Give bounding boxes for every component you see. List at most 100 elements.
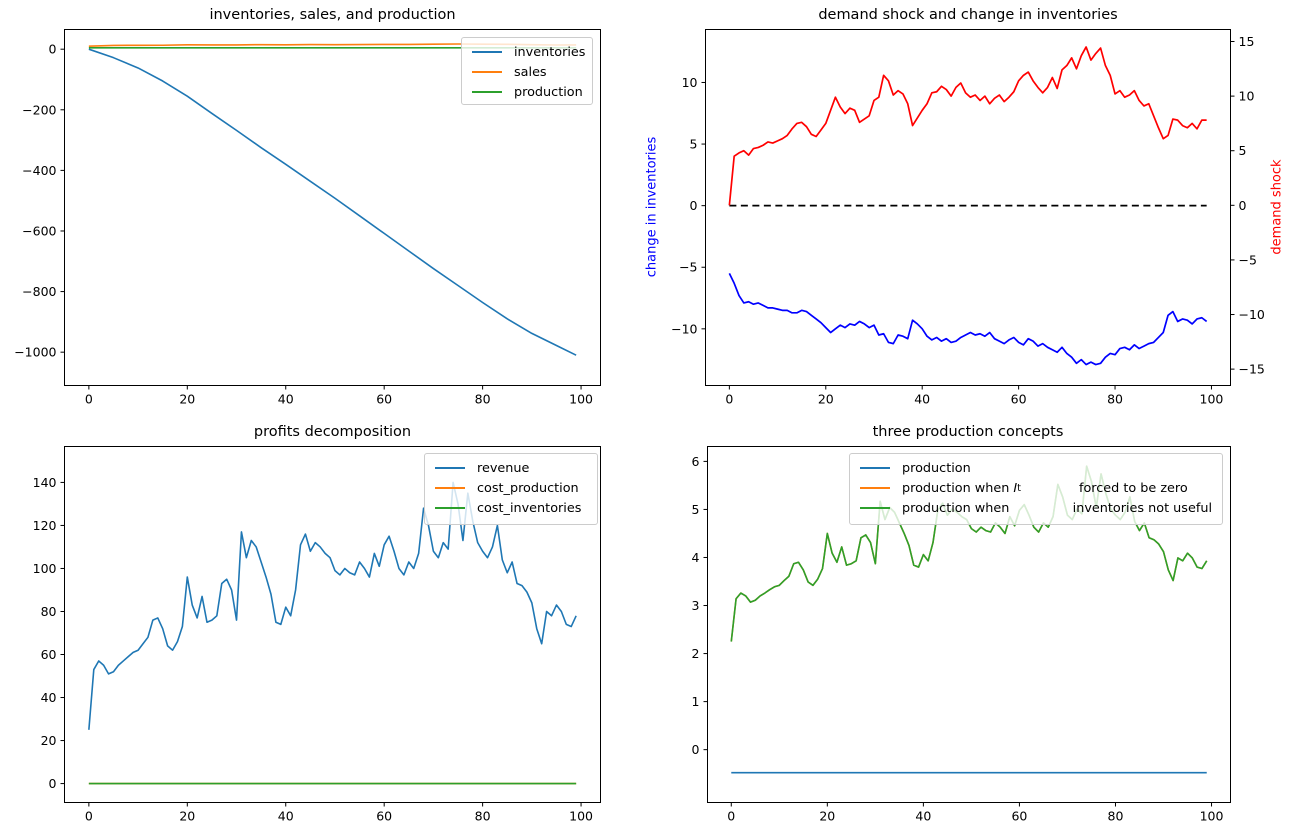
legend-line-swatch	[435, 466, 465, 470]
y-tick-label: 100	[33, 561, 57, 576]
x-tick-label: 0	[85, 392, 93, 407]
legend-label-segment	[1021, 488, 1079, 489]
x-tick-label: 20	[819, 809, 835, 824]
legend-line-swatch	[472, 50, 502, 54]
legend-item: inventories	[472, 42, 586, 62]
y-tick-right-label: −10	[1239, 307, 1265, 322]
x-tick-label: 0	[727, 809, 735, 824]
legend-label-segment	[1009, 508, 1072, 509]
x-tick-label: 100	[1200, 809, 1224, 824]
y-tick-label: 0	[690, 198, 698, 213]
legend-line-swatch	[860, 486, 890, 490]
x-tick-label: 0	[85, 809, 93, 824]
series-inventories	[88, 48, 577, 356]
x-tick-label: 40	[914, 392, 930, 407]
x-tick-label: 80	[475, 809, 491, 824]
legend-item: production	[472, 82, 583, 102]
legend-label-segment: production when	[902, 500, 1010, 516]
y-tick-label: 4	[692, 550, 700, 565]
axes-frame	[64, 446, 601, 803]
legend-label-segment: forced to be zero	[1078, 480, 1188, 496]
legend-label-segment: inventories not useful	[1072, 500, 1212, 516]
axes-frame	[64, 29, 601, 386]
y-tick-label: 6	[692, 454, 700, 469]
legend-line-swatch	[860, 506, 890, 510]
series-change-in-inventories	[728, 273, 1208, 366]
y-tick-label: 3	[692, 598, 700, 613]
x-tick-label: 20	[818, 392, 834, 407]
y-tick-label: 0	[692, 742, 700, 757]
y-tick-right-label: 0	[1239, 198, 1247, 213]
legend-label-segment: t	[1017, 482, 1021, 494]
legend-item: production when inventories not useful	[860, 498, 1212, 518]
y-tick-right-label: 10	[1239, 89, 1255, 104]
y-tick-label: −1000	[14, 345, 56, 360]
legend-label-segment: sales	[514, 64, 547, 80]
x-tick-label: 80	[1108, 809, 1124, 824]
legend-line-swatch	[435, 506, 465, 510]
legend-label-segment: production when	[902, 480, 1014, 496]
y-tick-label: 20	[41, 733, 57, 748]
legend-label-segment: revenue	[477, 460, 530, 476]
x-tick-label: 40	[278, 809, 294, 824]
y-tick-label: 120	[33, 518, 57, 533]
y-tick-label: 5	[690, 137, 698, 152]
legend-label-segment: production	[902, 460, 971, 476]
y-tick-label: −5	[679, 260, 697, 275]
y-tick-label: −600	[22, 223, 56, 238]
x-tick-label: 60	[376, 392, 392, 407]
y-axis-label-demand-shock: demand shock	[1269, 159, 1285, 255]
chart-title-three-production-concepts: three production concepts	[872, 424, 1064, 440]
legend-line-swatch	[435, 486, 465, 490]
y-tick-label: 2	[692, 646, 700, 661]
chart-title-inventories-sales-production: inventories, sales, and production	[209, 7, 456, 23]
y-tick-label: 80	[41, 604, 57, 619]
y-tick-label: 10	[682, 75, 698, 90]
x-tick-label: 20	[179, 392, 195, 407]
series-demand-shock	[728, 46, 1207, 206]
y-tick-label: 0	[49, 42, 57, 57]
y-tick-label: 1	[692, 694, 700, 709]
x-tick-label: 60	[376, 809, 392, 824]
legend-bottom-left: revenue cost_production cost_inventories	[424, 453, 598, 525]
legend-item: production	[860, 458, 1212, 478]
legend-label-segment: cost_production	[477, 480, 579, 496]
chart-title-demand-shock-change-inventories: demand shock and change in inventories	[818, 7, 1118, 23]
x-tick-label: 40	[915, 809, 931, 824]
y-tick-label: −400	[22, 163, 56, 178]
axes-frame	[707, 446, 1231, 803]
y-tick-right-label: 15	[1239, 34, 1255, 49]
x-tick-label: 100	[569, 392, 593, 407]
y-tick-label: 0	[49, 776, 57, 791]
x-tick-label: 20	[179, 809, 195, 824]
legend-item: cost_inventories	[435, 498, 587, 518]
legend-top-left: inventories sales production	[461, 37, 593, 105]
legend-item: sales	[472, 62, 582, 82]
y-axis-label-change-in-inventories: change in inventories	[644, 136, 660, 278]
y-tick-label: −800	[22, 284, 56, 299]
y-tick-label: −200	[22, 102, 56, 117]
x-tick-label: 60	[1011, 809, 1027, 824]
chart-title-profits-decomposition: profits decomposition	[253, 424, 412, 440]
y-tick-label: −10	[671, 321, 697, 336]
x-tick-label: 40	[278, 392, 294, 407]
legend-label-segment: I	[1013, 480, 1018, 496]
axes-frame	[705, 29, 1231, 386]
legend-label-segment: inventories	[514, 44, 586, 60]
x-tick-label: 60	[1011, 392, 1027, 407]
y-tick-label: 60	[41, 647, 57, 662]
legend-line-swatch	[472, 70, 502, 74]
legend-line-swatch	[860, 466, 890, 470]
x-tick-label: 80	[475, 392, 491, 407]
legend-line-swatch	[472, 90, 502, 94]
y-tick-label: 40	[41, 690, 57, 705]
series-revenue	[88, 481, 577, 730]
x-tick-label: 100	[569, 809, 593, 824]
x-tick-label: 100	[1200, 392, 1224, 407]
y-tick-label: 5	[692, 502, 700, 517]
y-tick-label: 140	[33, 475, 57, 490]
